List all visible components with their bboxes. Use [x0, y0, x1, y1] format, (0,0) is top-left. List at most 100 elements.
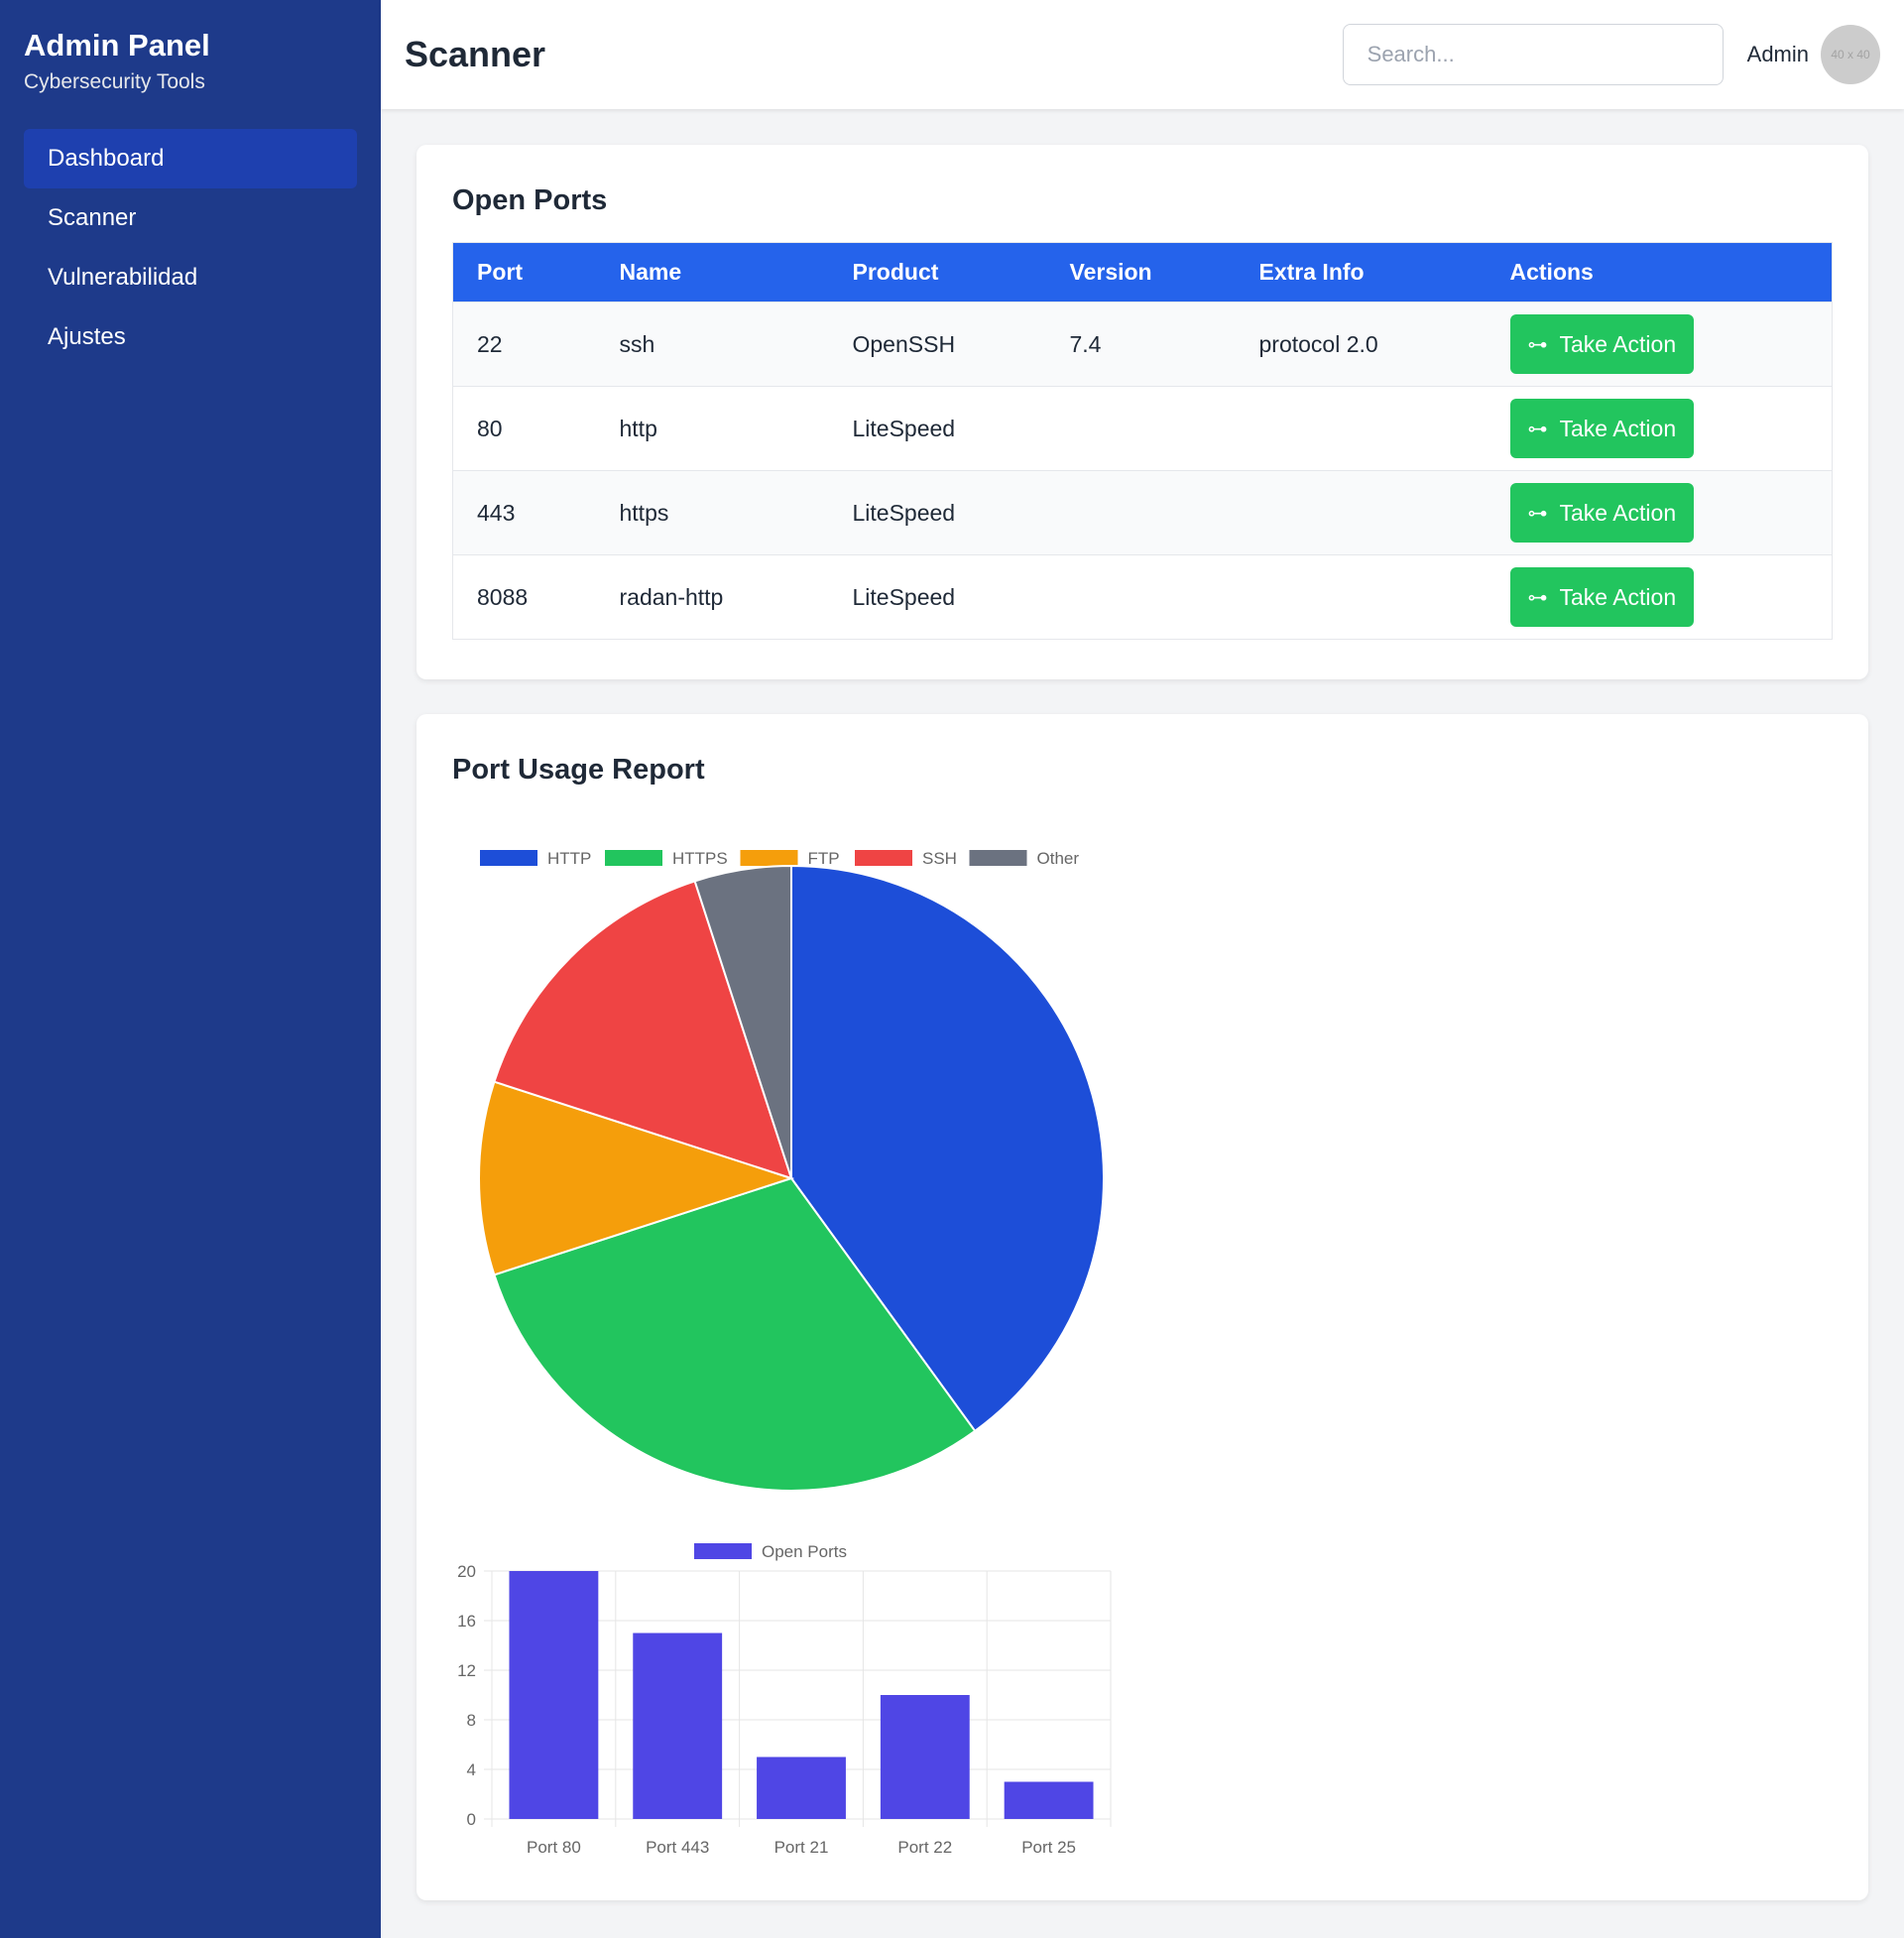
pie-slice-https [493, 1176, 977, 1492]
product-cell: LiteSpeed [852, 415, 956, 441]
extra-info-cell [1236, 471, 1487, 555]
search-input[interactable] [1342, 24, 1724, 85]
take-action-button[interactable]: ⊶ Take Action [1509, 314, 1695, 374]
pie-slice-ssh [493, 880, 793, 1180]
bar-chart: Open Ports 0 4 8 12 16 20 Port 80 Port 443 Port 2… [457, 1542, 1112, 1857]
legend-label-ftp: FTP [808, 849, 840, 868]
legend-label-ssh: SSH [922, 849, 957, 868]
actions-cell: ⊶ Take Action [1487, 387, 1833, 471]
legend-swatch-https [605, 850, 662, 866]
column-header-port: Port [477, 259, 523, 285]
y-tick-label: 4 [467, 1760, 476, 1779]
column-header-actions: Actions [1509, 259, 1594, 285]
legend-label-http: HTTP [547, 849, 591, 868]
legend-label-https: HTTPS [672, 849, 728, 868]
pie-slice-ftp [478, 1080, 795, 1276]
take-action-button[interactable]: ⊶ Take Action [1509, 567, 1695, 627]
sidebar-item-vulnerabilidad[interactable]: Vulnerabilidad [48, 264, 198, 291]
table-row: 443 https LiteSpeed ⊶ Take Action [452, 470, 1833, 555]
table-header-row: Port Name Product Version Extra Info Act… [452, 242, 1833, 303]
x-tick-label: Port 443 [646, 1838, 709, 1857]
y-tick-label: 12 [457, 1661, 476, 1680]
ports-table: Port Name Product Version Extra Info Act… [452, 242, 1833, 640]
take-action-label: Take Action [1559, 415, 1677, 441]
port-usage-report-card: Port Usage Report HTTP HTTPS FTP SSH Other O… [416, 714, 1868, 1900]
y-tick-label: 16 [457, 1612, 476, 1631]
take-action-label: Take Action [1559, 330, 1677, 357]
bar-port-21 [757, 1756, 846, 1819]
report-title: Port Usage Report [452, 754, 705, 786]
take-action-button[interactable]: ⊶ Take Action [1509, 399, 1695, 458]
x-tick-label: Port 80 [527, 1838, 581, 1857]
take-action-label: Take Action [1559, 583, 1677, 610]
arrows-left-right-icon: ⊶ [1527, 586, 1548, 609]
take-action-label: Take Action [1559, 499, 1677, 526]
extra-info-cell [1236, 387, 1487, 471]
y-tick-label: 8 [467, 1711, 476, 1730]
name-cell: ssh [619, 330, 655, 357]
product-cell: LiteSpeed [852, 499, 956, 526]
column-header-product: Product [852, 259, 939, 285]
x-tick-label: Port 25 [1021, 1838, 1076, 1857]
extra-info-cell: protocol 2.0 [1258, 330, 1378, 357]
extra-info-cell [1236, 555, 1487, 640]
arrows-left-right-icon: ⊶ [1527, 502, 1548, 525]
name-cell: radan-http [619, 583, 724, 610]
user-menu[interactable]: Admin 40 x 40 [1747, 25, 1880, 84]
product-cell: OpenSSH [852, 330, 956, 357]
actions-cell: ⊶ Take Action [1487, 471, 1833, 555]
x-tick-label: Port 22 [897, 1838, 952, 1857]
open-ports-card: Open Ports Port Name Product Version Ext… [416, 145, 1868, 679]
avatar[interactable]: 40 x 40 [1821, 25, 1880, 84]
bar-port-25 [1004, 1781, 1094, 1819]
brand-title: Admin Panel [24, 28, 210, 62]
version-cell [1046, 471, 1236, 555]
port-cell: 443 [477, 499, 516, 526]
arrows-left-right-icon: ⊶ [1527, 418, 1548, 440]
actions-cell: ⊶ Take Action [1487, 555, 1833, 640]
table-row: 22 ssh OpenSSH 7.4 protocol 2.0 ⊶ Take A… [452, 302, 1833, 387]
bar-port-22 [880, 1695, 970, 1819]
user-name: Admin [1746, 42, 1809, 66]
legend-swatch-other [969, 850, 1027, 866]
brand-subtitle: Cybersecurity Tools [24, 70, 205, 93]
product-cell: LiteSpeed [852, 583, 956, 610]
page-title: Scanner [405, 34, 546, 74]
open-ports-title: Open Ports [452, 184, 608, 216]
x-tick-label: Port 21 [774, 1838, 829, 1857]
take-action-button[interactable]: ⊶ Take Action [1509, 483, 1695, 543]
table-row: 8088 radan-http LiteSpeed ⊶ Take Action [452, 554, 1833, 640]
name-cell: http [619, 415, 657, 441]
sidebar-item-dashboard[interactable]: Dashboard [24, 129, 357, 188]
pie-chart: HTTP HTTPS FTP SSH Other [478, 849, 1105, 1492]
column-header-version: Version [1069, 259, 1152, 285]
legend-label-open-ports: Open Ports [762, 1542, 847, 1561]
top-header: Scanner Admin 40 x 40 [381, 0, 1904, 109]
arrows-left-right-icon: ⊶ [1527, 333, 1548, 356]
version-cell [1046, 387, 1236, 471]
sidebar-item-scanner[interactable]: Scanner [48, 204, 137, 231]
version-cell: 7.4 [1069, 330, 1102, 357]
actions-cell: ⊶ Take Action [1487, 303, 1833, 387]
port-cell: 8088 [477, 583, 529, 610]
port-cell: 80 [477, 415, 503, 441]
legend-swatch-ssh [855, 850, 912, 866]
name-cell: https [619, 499, 669, 526]
y-tick-label: 20 [457, 1562, 476, 1581]
bar-port-80 [509, 1571, 599, 1819]
pie-slice-other [693, 864, 792, 1179]
version-cell [1046, 555, 1236, 640]
table-row: 80 http LiteSpeed ⊶ Take Action [452, 386, 1833, 471]
legend-swatch-http [480, 850, 537, 866]
y-tick-label: 0 [467, 1810, 476, 1829]
legend-swatch-ftp [740, 850, 798, 866]
column-header-extra-info: Extra Info [1258, 259, 1365, 285]
bar-port-443 [633, 1633, 723, 1819]
pie-slice-http [790, 864, 1105, 1433]
column-header-name: Name [619, 259, 682, 285]
legend-swatch-open-ports [694, 1543, 752, 1559]
legend-label-other: Other [1037, 849, 1080, 868]
sidebar: Admin Panel Cybersecurity Tools Dashboar… [0, 0, 381, 1938]
sidebar-item-ajustes[interactable]: Ajustes [48, 323, 126, 350]
port-cell: 22 [477, 330, 503, 357]
